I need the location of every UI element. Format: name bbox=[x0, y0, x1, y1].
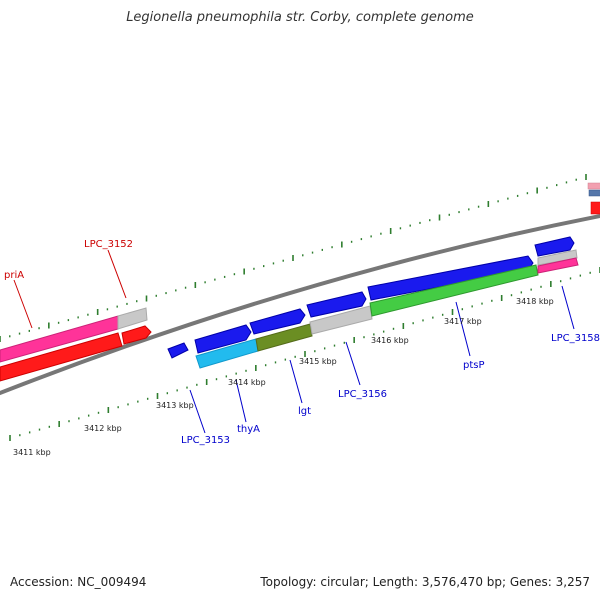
genome-backbone bbox=[0, 213, 600, 396]
scale-label: 3413 kbp bbox=[156, 401, 194, 410]
gene-label-lgt[interactable]: lgt bbox=[298, 406, 311, 417]
gene-red-small[interactable] bbox=[121, 325, 152, 345]
gene-features-forward bbox=[167, 236, 575, 359]
gene-features-reverse bbox=[195, 249, 579, 369]
gene-pink-edge[interactable] bbox=[587, 182, 600, 190]
gene-blue-2[interactable] bbox=[194, 324, 252, 354]
gene-blue-1[interactable] bbox=[167, 342, 189, 359]
gene-labels: priA LPC_3152 LPC_3153 thyA lgt LPC_3156… bbox=[4, 239, 600, 446]
gene-red-edge[interactable] bbox=[590, 201, 600, 215]
map-title: Legionella pneumophila str. Corby, compl… bbox=[126, 10, 474, 25]
gene-blue-edge[interactable] bbox=[588, 189, 600, 197]
gene-label-LPC_3158[interactable]: LPC_3158 bbox=[551, 333, 600, 344]
gene-blue-3[interactable] bbox=[249, 308, 306, 335]
leader-LPC_3152 bbox=[107, 249, 127, 299]
gene-gray-mid[interactable] bbox=[309, 305, 373, 335]
gene-label-ptsP[interactable]: ptsP bbox=[463, 360, 485, 371]
gene-label-LPC_3156[interactable]: LPC_3156 bbox=[338, 389, 387, 400]
leader-thyA bbox=[235, 379, 247, 423]
gene-gray-right[interactable] bbox=[537, 249, 578, 266]
gene-label-priA[interactable]: priA bbox=[4, 270, 24, 281]
scale-label: 3415 kbp bbox=[299, 357, 337, 366]
gene-olive[interactable] bbox=[255, 323, 313, 352]
gene-label-LPC_3153[interactable]: LPC_3153 bbox=[181, 435, 230, 446]
scale-label: 3418 kbp bbox=[516, 297, 554, 306]
gene-label-leaders bbox=[13, 249, 575, 434]
scale-label: 3414 kbp bbox=[228, 378, 266, 387]
scale-label: 3416 kbp bbox=[371, 336, 409, 345]
scale-ticks bbox=[0, 174, 600, 441]
gene-blue-6[interactable] bbox=[534, 236, 575, 257]
gene-label-LPC_3152[interactable]: LPC_3152 bbox=[84, 239, 133, 250]
genome-summary-text: Topology: circular; Length: 3,576,470 bp… bbox=[260, 575, 590, 589]
accession-text: Accession: NC_009494 bbox=[10, 575, 147, 589]
gene-features-left bbox=[0, 307, 152, 382]
leader-priA bbox=[13, 279, 33, 329]
scale-labels: 3411 kbp 3412 kbp 3413 kbp 3414 kbp 3415… bbox=[13, 297, 554, 457]
scale-label: 3412 kbp bbox=[84, 424, 122, 433]
leader-LPC_3158 bbox=[561, 285, 575, 330]
leader-ptsP bbox=[455, 301, 471, 357]
scale-label: 3417 kbp bbox=[444, 317, 482, 326]
gene-pink-right[interactable] bbox=[537, 257, 579, 274]
gene-green[interactable] bbox=[369, 264, 539, 317]
gene-red-left[interactable] bbox=[0, 332, 123, 382]
leader-LPC_3153 bbox=[189, 389, 206, 434]
gene-features-edge bbox=[587, 182, 600, 215]
leader-LPC_3156 bbox=[345, 341, 361, 386]
scale-label: 3411 kbp bbox=[13, 448, 51, 457]
leader-lgt bbox=[289, 359, 303, 404]
gene-gray-left[interactable] bbox=[117, 307, 148, 330]
gene-blue-4[interactable] bbox=[306, 291, 367, 318]
gene-label-thyA[interactable]: thyA bbox=[237, 424, 260, 435]
